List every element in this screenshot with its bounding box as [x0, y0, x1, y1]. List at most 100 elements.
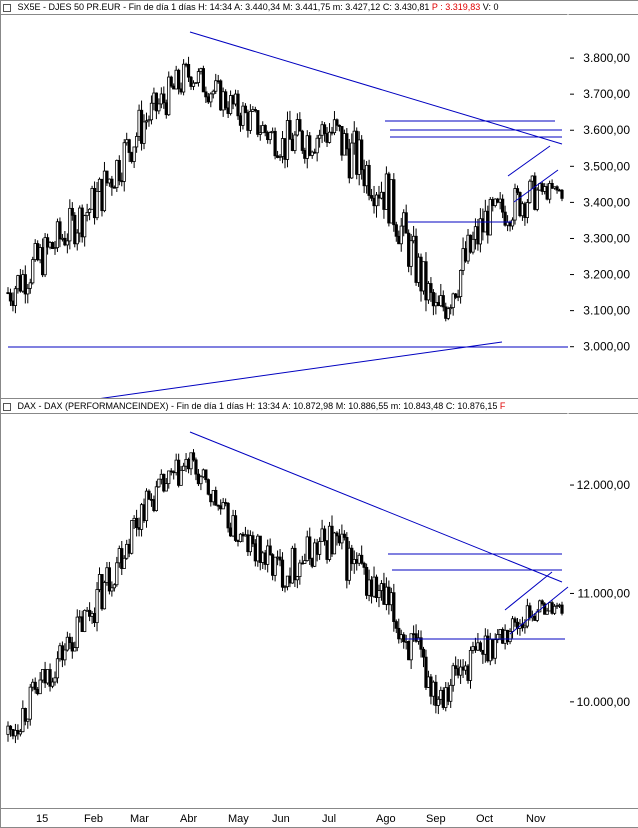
candle-body [488, 638, 492, 662]
x-tick-label: Jun [272, 813, 290, 825]
candle-body [184, 458, 188, 467]
candle-body [60, 237, 65, 240]
candle-body [50, 681, 55, 687]
candle-body [426, 676, 431, 688]
candle-body [518, 192, 522, 217]
candle-body [300, 130, 304, 151]
candle-body [189, 76, 193, 87]
sx5e-plot[interactable]: 3.800,00 3.700,00 3.600,00 3.500,00 3.400,00… [0, 14, 638, 400]
candle-body [325, 540, 329, 560]
trendline [189, 31, 563, 145]
candle-body [397, 627, 401, 640]
dax-plot[interactable]: 12.000,00 11.000,00 10.000,00 [0, 412, 638, 808]
candle-body [241, 105, 245, 126]
candle-body [501, 629, 505, 644]
candle-body [384, 173, 389, 210]
candle-body [360, 554, 364, 564]
dax-h: H: 13:34 [246, 401, 281, 411]
candle-body [174, 459, 178, 474]
candle-body [31, 259, 35, 284]
candle-body [412, 633, 416, 636]
candle-body [50, 242, 55, 249]
candle-body [508, 221, 512, 227]
candle-body [379, 191, 384, 199]
candle-body [434, 301, 438, 307]
candle-body [379, 583, 384, 591]
candle-body [167, 76, 171, 116]
candle-body [92, 613, 97, 624]
candle-body [169, 470, 173, 473]
candle-body [139, 504, 144, 530]
candle-body [21, 707, 25, 733]
candle-body [315, 137, 319, 154]
candle-body [135, 136, 139, 148]
y-tick-label: 3.000,00 [583, 340, 630, 354]
candle-body [248, 535, 252, 553]
candle-body [273, 556, 277, 576]
candle-body [85, 609, 89, 612]
candle-body [308, 536, 312, 559]
trendlines [8, 31, 568, 400]
candle-body [293, 134, 297, 151]
candle-body [70, 642, 74, 652]
candle-body [545, 186, 549, 200]
candle-body [327, 131, 332, 143]
candle-body [144, 120, 149, 123]
candle-body [463, 665, 468, 671]
candle-body [122, 557, 126, 569]
candle-body [83, 215, 87, 238]
candle-body [421, 261, 426, 292]
candle-body [441, 689, 445, 708]
candle-body [253, 543, 257, 562]
candle-body [283, 586, 287, 589]
candle-body [97, 574, 102, 590]
candle-body [510, 219, 515, 227]
candle-body [78, 616, 82, 619]
candle-body [33, 243, 37, 260]
candle-body [236, 93, 240, 117]
candle-body [107, 567, 112, 592]
candle-body [88, 609, 92, 617]
candle-body [154, 92, 158, 112]
candle-body [446, 308, 450, 319]
candle-body [436, 698, 440, 706]
candle-body [476, 642, 480, 651]
candle-body [201, 469, 205, 478]
candle-body [26, 287, 30, 295]
candle-body [233, 93, 238, 105]
candle-body [555, 186, 559, 191]
candle-body [466, 234, 470, 262]
candle-body [367, 164, 371, 196]
candle-body [290, 138, 295, 151]
candle-body [298, 119, 302, 132]
candle-body [384, 586, 389, 605]
candle-body [33, 681, 37, 690]
panel-menu-icon[interactable] [3, 402, 11, 411]
y-tick-label: 12.000,00 [577, 478, 631, 492]
candle-body [510, 618, 515, 632]
candle-body [335, 532, 339, 537]
candle-body [468, 650, 473, 681]
candle-body [389, 592, 393, 606]
candle-body [95, 191, 99, 219]
candle-body [68, 207, 72, 242]
trendline [507, 145, 551, 177]
candle-body [115, 160, 119, 189]
candle-body [431, 681, 435, 697]
candle-body [280, 138, 285, 157]
panel-menu-icon[interactable] [3, 3, 11, 12]
candle-body [446, 687, 450, 702]
candle-body [258, 132, 262, 135]
candle-body [6, 292, 10, 294]
candle-body [402, 212, 406, 227]
candle-body [172, 471, 176, 474]
candle-body [463, 248, 468, 262]
candle-body [127, 543, 131, 554]
candle-body [278, 556, 282, 561]
trendline [189, 431, 563, 583]
candle-body [219, 80, 223, 111]
x-tick-label: Feb [84, 813, 103, 825]
candle-body [419, 256, 423, 292]
candle-body [525, 202, 529, 218]
candle-body [424, 261, 428, 301]
